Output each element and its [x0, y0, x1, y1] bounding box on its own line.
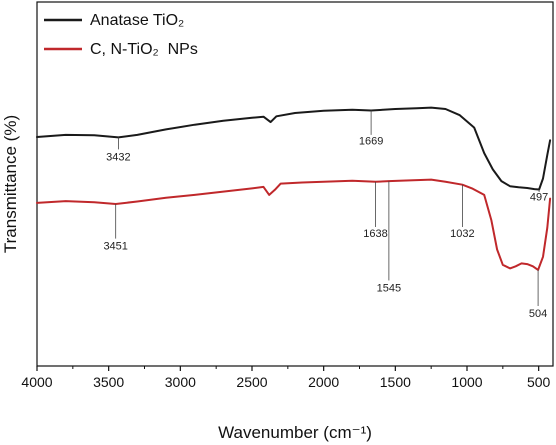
x-tick-label: 1500: [380, 374, 411, 390]
y-axis-title: Transmittance (%): [1, 115, 20, 253]
peak-label: 504: [529, 308, 547, 320]
peak-label: 1032: [450, 228, 474, 240]
x-tick-label: 3500: [93, 374, 124, 390]
x-tick-label: 3000: [165, 374, 196, 390]
peak-label: 1638: [363, 228, 387, 240]
legend-label-anatase: Anatase TiO₂: [90, 12, 184, 29]
x-tick-label: 2500: [236, 374, 267, 390]
series-line-anatase-tio2: [36, 106, 552, 191]
series-line-cn-tio2-nps: [36, 178, 552, 271]
peak-label: 3432: [106, 151, 130, 163]
x-tick-label: 500: [527, 374, 551, 390]
x-tick-label: 1000: [451, 374, 482, 390]
legend: Anatase TiO₂ C, N-TiO₂ NPs: [44, 12, 198, 58]
x-tick-label: 2000: [308, 374, 339, 390]
x-tick-label: 4000: [21, 374, 52, 390]
x-axis-title: Wavenumber (cm⁻¹): [218, 423, 372, 442]
peak-label: 1669: [359, 136, 383, 148]
series-layer: [36, 106, 552, 271]
peak-label: 497: [530, 192, 548, 204]
annotation-layer: 3432 1669 497 3451 1638 1545 1032 504: [103, 110, 548, 320]
peak-label: 1545: [377, 282, 401, 294]
plot-frame: [36, 1, 554, 367]
x-axis: 4000 3500 3000 2500 2000 1500 1000 500: [21, 366, 551, 390]
peak-label: 3451: [103, 241, 127, 253]
legend-label-cn-tio2: C, N-TiO₂ NPs: [90, 41, 198, 58]
